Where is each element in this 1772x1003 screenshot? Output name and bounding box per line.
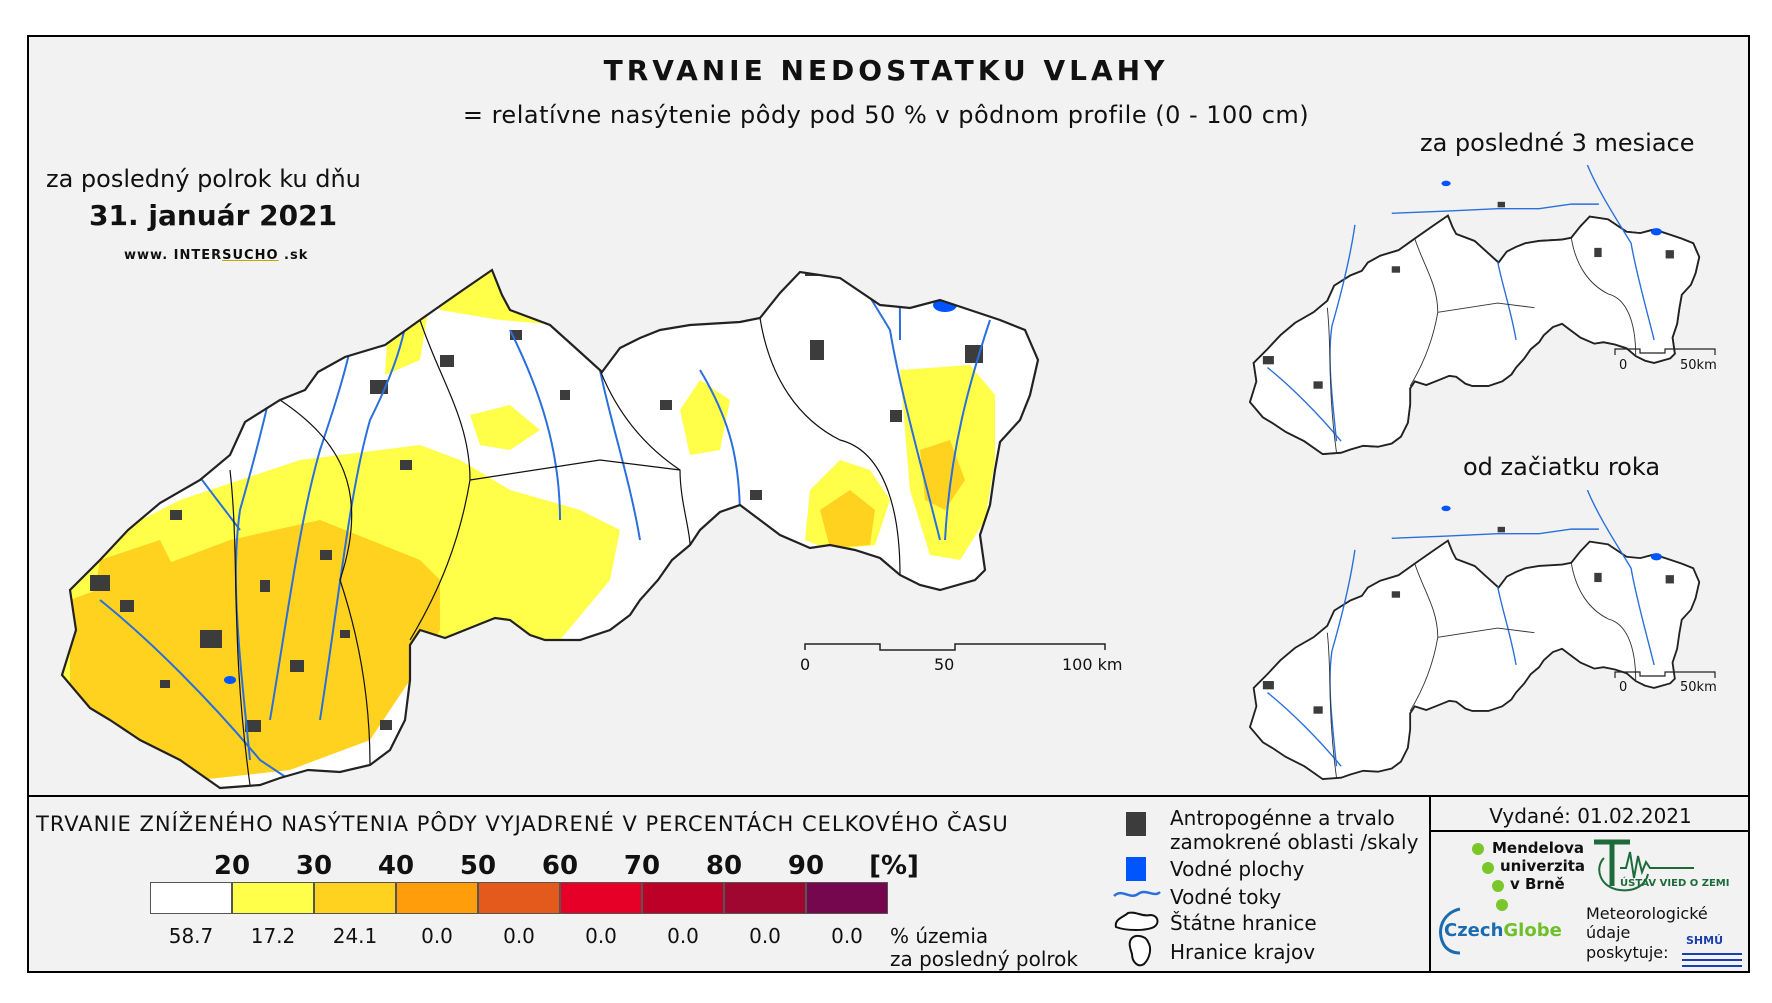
legend-class-share: 24.1	[332, 924, 378, 948]
inset-map-3-months	[1248, 165, 1701, 455]
period-label: za posledný polrok ku dňu	[46, 165, 361, 193]
inset-year-scale-0: 0	[1619, 680, 1628, 695]
mendel-logo-dot-2	[1482, 862, 1494, 874]
main-scalebar-tick-50: 50	[934, 655, 955, 674]
inset-year-scalebar	[1614, 671, 1716, 678]
uvz-name: ÚSTAV VIED O ZEMI	[1620, 878, 1730, 889]
legend-threshold: 30	[295, 851, 333, 881]
mendel-name-1: Mendelova	[1492, 839, 1585, 857]
region-border-icon	[1128, 934, 1152, 967]
legend-class-swatch	[232, 882, 314, 914]
legend-threshold: 70	[623, 851, 661, 881]
inset-year-label: od začiatku roka	[1463, 453, 1661, 481]
legend-threshold: 40	[377, 851, 415, 881]
mendel-name-3: v Brně	[1510, 875, 1565, 893]
legend-class-share: 0.0	[421, 924, 453, 948]
inset-map-year	[1248, 490, 1701, 780]
legend-class-share: 0.0	[749, 924, 781, 948]
state-border-icon	[1114, 911, 1159, 931]
legend-class-swatch	[396, 882, 478, 914]
map-subtitle: = relatívne nasýtenie pôdy pod 50 % v pô…	[462, 101, 1310, 129]
inset-3-months-scalebar	[1614, 348, 1716, 355]
region-border-label: Hranice krajov	[1170, 940, 1316, 964]
legend-class-swatch	[314, 882, 396, 914]
czechglobe-part-a: Czech	[1444, 920, 1504, 941]
inset-3-months-scale-0: 0	[1619, 358, 1628, 373]
mendel-logo-dot-4	[1496, 899, 1508, 911]
legend-class-share: 58.7	[168, 924, 214, 948]
legend-threshold: 90	[787, 851, 825, 881]
issued-date: Vydané: 01.02.2021	[1489, 804, 1692, 828]
legend-class-share: 17.2	[250, 924, 296, 948]
main-scalebar	[804, 643, 1106, 651]
legend-class-swatch	[150, 882, 232, 914]
inset-3-months-label: za posledné 3 mesiace	[1420, 129, 1695, 157]
main-scalebar-tick-0: 0	[800, 655, 811, 674]
czechglobe-logo: CzechGlobe	[1444, 920, 1562, 941]
legend-threshold: 80	[705, 851, 743, 881]
legend-threshold: 60	[541, 851, 579, 881]
czechglobe-part-b: Globe	[1503, 920, 1562, 941]
meteo-label-3: poskytuje:	[1586, 943, 1669, 962]
inset-year-scale-50: 50km	[1680, 680, 1717, 695]
website-highlight: SUCHO	[222, 248, 279, 263]
legend-class-swatch	[560, 882, 642, 914]
legend-class-swatch	[642, 882, 724, 914]
share-label-2: za posledný polrok	[890, 947, 1078, 971]
map-title: TRVANIE NEDOSTATKU VLAHY	[603, 54, 1169, 87]
share-label-1: % územia	[890, 924, 989, 948]
issued-divider	[1429, 830, 1750, 832]
river-symbol-icon	[1113, 890, 1161, 897]
mendel-name-2: univerzita	[1500, 857, 1586, 875]
mendel-logo-dot-1	[1472, 843, 1484, 855]
legend-class-swatch	[478, 882, 560, 914]
state-border-label: Štátne hranice	[1170, 911, 1317, 935]
legend-class-share: 0.0	[831, 924, 863, 948]
urban-area-label-2: zamokrené oblasti /skaly	[1170, 830, 1419, 854]
legend-class-swatch	[806, 882, 888, 914]
website-label: www. INTERSUCHO .sk	[124, 248, 308, 263]
legend-threshold: 50	[459, 851, 497, 881]
inset-3-months-scale-50: 50km	[1680, 358, 1717, 373]
water-body-label: Vodné plochy	[1170, 857, 1305, 881]
legend-class-share: 0.0	[667, 924, 699, 948]
legend-class-share: 0.0	[503, 924, 535, 948]
uvz-logo-icon	[1594, 839, 1694, 892]
date-label: 31. január 2021	[89, 199, 338, 232]
legend-divider	[27, 795, 1750, 797]
shmu-logo-icon	[1682, 953, 1742, 967]
river-label: Vodné toky	[1170, 885, 1282, 909]
main-scalebar-tick-100: 100 km	[1062, 655, 1123, 674]
urban-area-label-1: Antropogénne a trvalo	[1170, 806, 1395, 830]
shmu-label: SHMÚ	[1686, 934, 1724, 947]
website-suffix: .sk	[278, 248, 309, 263]
meteo-label-1: Meteorologické	[1586, 904, 1708, 923]
mendel-logo-dot-3	[1492, 880, 1504, 892]
legend-threshold: [%]	[869, 851, 919, 881]
urban-area-swatch	[1126, 812, 1146, 836]
legend-title: TRVANIE ZNÍŽENÉHO NASÝTENIA PÔDY VYJADRE…	[36, 812, 1009, 836]
main-map	[60, 268, 1040, 790]
credits-divider	[1429, 797, 1431, 973]
website-prefix: www. INTER	[124, 248, 223, 263]
legend-class-share: 0.0	[585, 924, 617, 948]
legend-class-swatch	[724, 882, 806, 914]
water-body-swatch	[1126, 857, 1146, 881]
legend-threshold: 20	[213, 851, 251, 881]
czechglobe-arc-icon	[1439, 907, 1461, 955]
meteo-label-2: údaje	[1586, 923, 1631, 942]
